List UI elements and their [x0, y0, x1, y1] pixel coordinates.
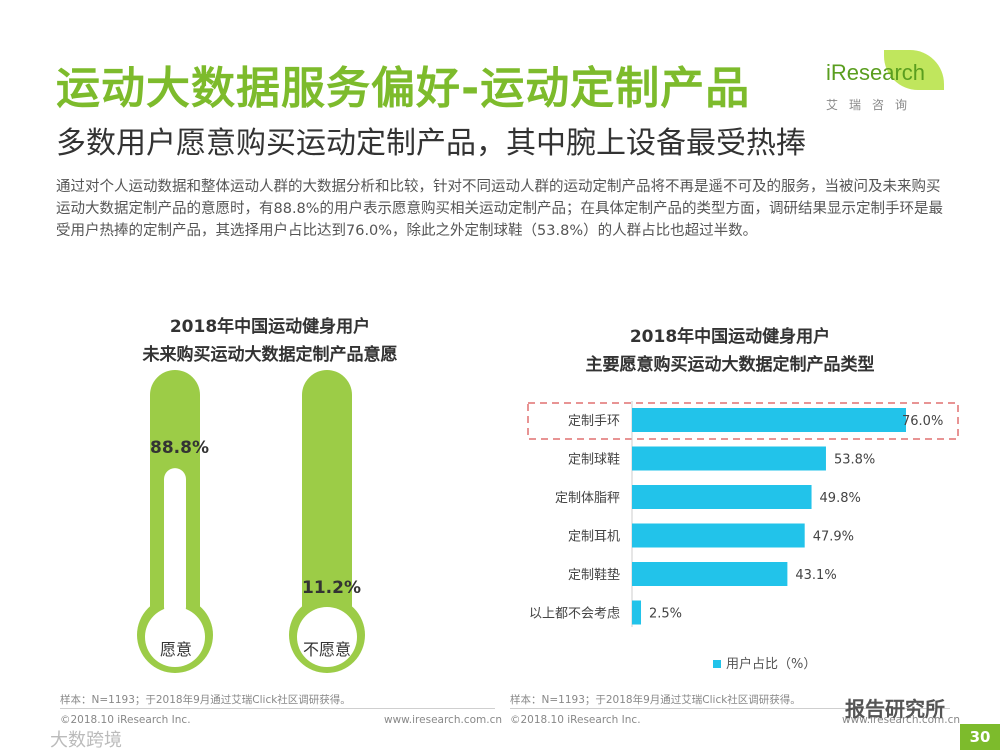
sample-note-left: 样本：N=1193；于2018年9月通过艾瑞Click社区调研获得。 — [60, 694, 351, 706]
bar-category-label: 定制手环 — [568, 414, 620, 429]
bar-value-label: 2.5% — [649, 607, 682, 622]
bar — [632, 446, 826, 471]
copyright-right: ©2018.10 iResearch Inc. — [510, 714, 641, 726]
thermometer-label-willing: 愿意 — [160, 640, 193, 659]
thermometer-bulb-inner — [145, 607, 205, 667]
bar-value-label: 43.1% — [795, 568, 836, 583]
thermometer-empty — [164, 468, 186, 618]
bar-category-label: 定制耳机 — [568, 530, 620, 545]
bar — [632, 408, 906, 432]
thermometer-tube — [302, 370, 352, 635]
bar-category-label: 定制球鞋 — [568, 452, 620, 468]
thermometer-value-unwilling: 11.2% — [302, 577, 361, 598]
watermark-left: 大数跨境 — [50, 730, 122, 751]
thermometer-value-willing: 88.8% — [150, 438, 209, 459]
sample-note-right: 样本：N=1193；于2018年9月通过艾瑞Click社区调研获得。 — [510, 694, 801, 706]
right-chart-title-line1: 2018年中国运动健身用户 — [629, 327, 831, 347]
bar — [632, 562, 788, 586]
logo-text: iResearch — [826, 60, 926, 85]
site-left[interactable]: www.iresearch.com.cn — [384, 714, 503, 726]
bar-value-label: 76.0% — [902, 414, 943, 429]
bar — [632, 523, 805, 548]
right-chart-title-line2: 主要愿意购买运动大数据定制产品类型 — [585, 355, 875, 375]
left-chart-title: 2018年中国运动健身用户 未来购买运动大数据定制产品意愿 — [100, 313, 440, 369]
bar — [632, 600, 642, 625]
bar-category-label: 以上都不会考虑 — [529, 607, 620, 622]
bar-value-label: 49.8% — [820, 491, 861, 506]
footer-rule-left — [60, 708, 495, 709]
site-right[interactable]: www.iresearch.com.cn — [842, 714, 961, 726]
bar-chart: 定制手环 76.0% 定制球鞋 53.8% 定制体脂秤 49.8% 定制耳机 47.9% 定制鞋… — [527, 401, 959, 672]
bar-category-label: 定制鞋垫 — [568, 567, 620, 583]
thermometer-chart — [137, 370, 365, 673]
watermark-right: 报告研究所 — [845, 697, 945, 721]
left-chart-title-line2: 未来购买运动大数据定制产品意愿 — [142, 345, 398, 365]
highlight-box — [527, 402, 959, 440]
iresearch-logo: iResearch 艾瑞咨询 — [806, 44, 956, 116]
bar-category-label: 定制体脂秤 — [555, 491, 620, 506]
thermometer-bulb-inner — [297, 607, 357, 667]
page-title: 运动大数据服务偏好-运动定制产品 — [56, 63, 751, 114]
bar-value-label: 53.8% — [834, 453, 875, 468]
logo-cn-text: 艾瑞咨询 — [826, 98, 919, 112]
legend-swatch — [713, 660, 721, 668]
footer-rule-right — [510, 708, 950, 709]
summary-paragraph: 通过对个人运动数据和整体运动人群的大数据分析和比较，针对不同运动人群的运动定制产… — [56, 179, 944, 239]
thermometer-label-unwilling: 不愿意 — [303, 640, 352, 659]
page-subtitle: 多数用户愿意购买运动定制产品，其中腕上设备最受热捧 — [56, 126, 806, 161]
right-chart-title: 2018年中国运动健身用户 主要愿意购买运动大数据定制产品类型 — [520, 323, 940, 379]
copyright-left: ©2018.10 iResearch Inc. — [60, 714, 191, 726]
bar-value-label: 47.9% — [813, 530, 854, 545]
page-number: 30 — [960, 724, 1000, 750]
bar — [632, 485, 812, 509]
left-chart-title-line1: 2018年中国运动健身用户 — [169, 317, 371, 337]
legend-label: 用户占比（%） — [726, 656, 816, 672]
